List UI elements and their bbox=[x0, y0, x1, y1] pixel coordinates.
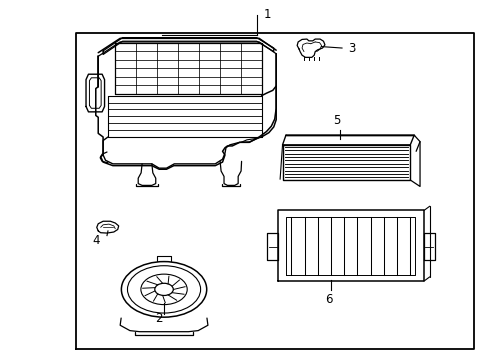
Text: 2: 2 bbox=[155, 311, 163, 325]
Text: 3: 3 bbox=[347, 41, 354, 54]
Text: 6: 6 bbox=[325, 293, 332, 306]
Text: 1: 1 bbox=[264, 8, 271, 21]
Text: 5: 5 bbox=[333, 114, 340, 127]
Text: 4: 4 bbox=[92, 234, 100, 247]
